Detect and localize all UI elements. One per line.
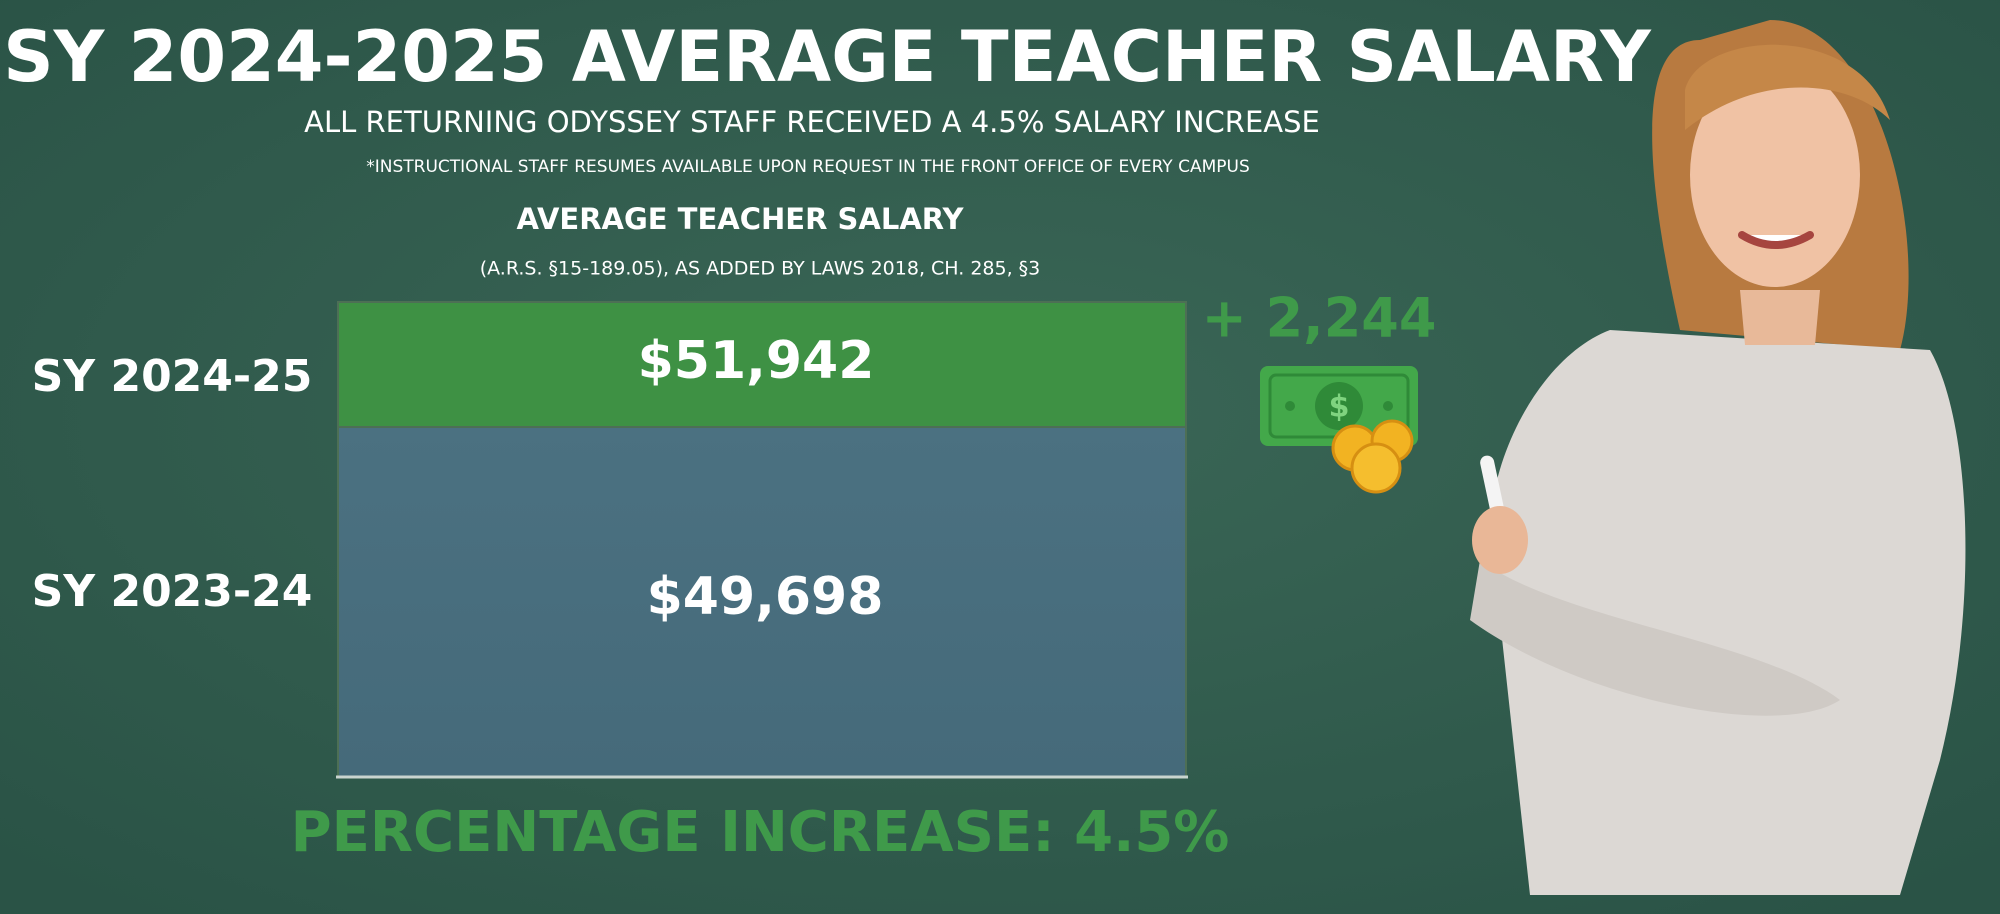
title: SY 2024-2025 AVERAGE TEACHER SALARY — [3, 16, 1652, 98]
previous-bar — [337, 426, 1187, 778]
row-value: $51,942 — [638, 331, 875, 391]
footer: PERCENTAGE INCREASE: 4.5% — [291, 800, 1230, 865]
row-value: $49,698 — [647, 567, 884, 627]
panel-title: AVERAGE TEACHER SALARY — [516, 202, 964, 236]
increase: + 2,244 — [1202, 287, 1437, 350]
subtitle: ALL RETURNING ODYSSEY STAFF RECEIVED A 4… — [304, 105, 1320, 139]
panel-subtitle: (A.R.S. §15-189.05), AS ADDED BY LAWS 20… — [480, 258, 1041, 280]
svg-text:$: $ — [1329, 390, 1350, 425]
row-label: SY 2023-24 — [32, 566, 313, 617]
note: *INSTRUCTIONAL STAFF RESUMES AVAILABLE U… — [366, 157, 1250, 177]
money-icon: $ — [1260, 366, 1418, 494]
current-bar — [337, 301, 1187, 428]
teacher-photo — [1470, 20, 1966, 895]
row-label: SY 2024-25 — [32, 351, 313, 402]
